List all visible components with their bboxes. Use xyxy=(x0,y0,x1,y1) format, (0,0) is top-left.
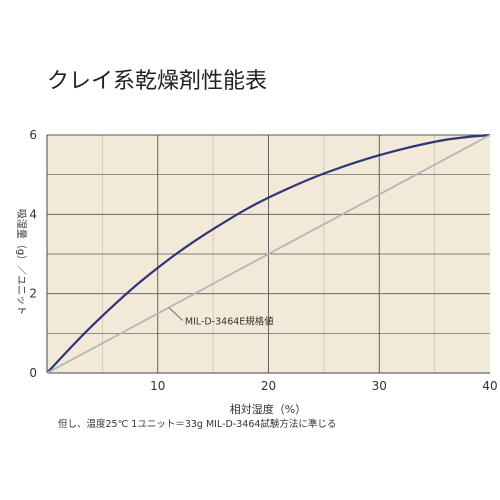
axes xyxy=(46,135,490,374)
y-tick-label: 0 xyxy=(29,366,37,380)
x-tick-label: 40 xyxy=(482,379,497,393)
annotation-leader xyxy=(168,307,184,321)
annotation-label: MIL-D-3464E規格値 xyxy=(185,316,274,328)
footnote: 但し、温度25℃ 1ユニット＝33g MIL-D-3464試験方法に準じる xyxy=(58,418,336,430)
x-tick-label: 30 xyxy=(372,379,387,393)
y-tick-label: 6 xyxy=(29,128,37,142)
y-axis-title: 吸湿量（g）／ユニット xyxy=(15,209,27,315)
x-tick-label: 10 xyxy=(150,379,165,393)
y-tick-label: 4 xyxy=(29,207,37,221)
y-tick-label: 2 xyxy=(29,287,37,301)
series-line-mil-spec xyxy=(46,134,491,374)
x-tick-label: 20 xyxy=(261,379,276,393)
tick-labels: 10 20 30 40 0 2 4 6 xyxy=(29,128,497,393)
chart-title: クレイ系乾燥剤性能表 xyxy=(47,69,267,94)
x-axis-title: 相対湿度（%） xyxy=(230,402,306,416)
series-line-clay-desiccant xyxy=(46,133,491,374)
series xyxy=(46,133,491,374)
